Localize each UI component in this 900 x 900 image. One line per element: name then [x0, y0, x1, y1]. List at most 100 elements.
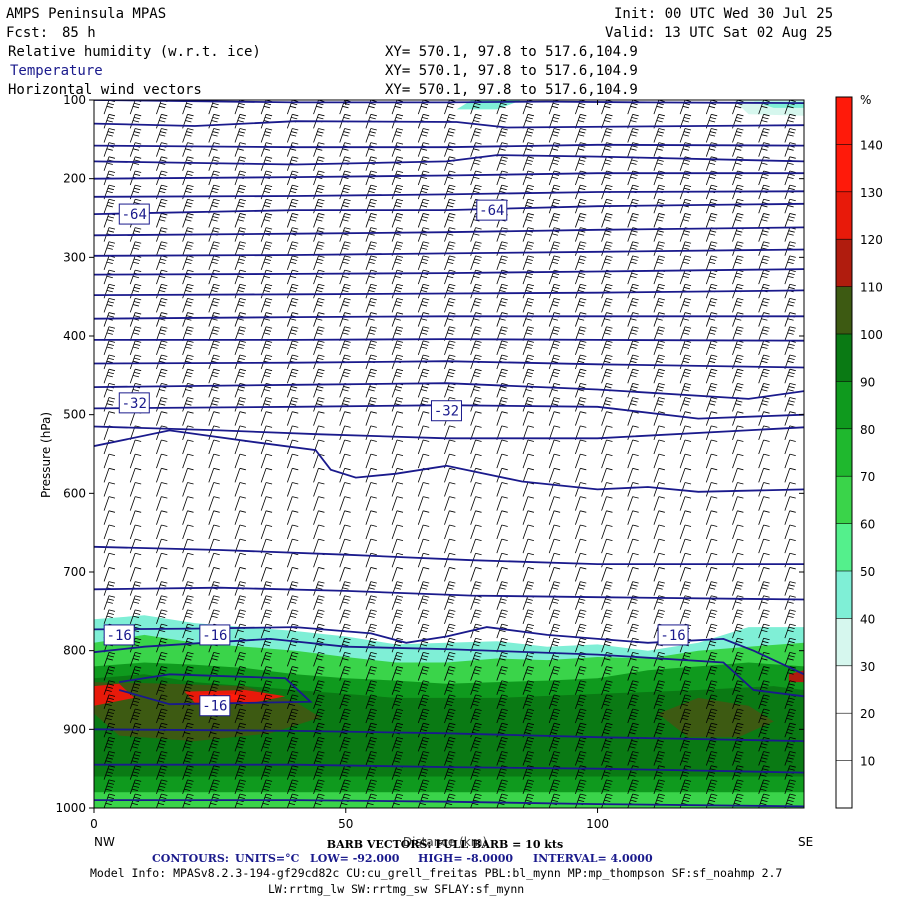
wind-barb-480	[653, 326, 665, 341]
wind-barb-281	[391, 227, 404, 242]
wind-barb-90	[339, 128, 351, 143]
wind-barb-703	[129, 453, 142, 469]
wind-barb-202	[444, 184, 456, 200]
wind-barb-240	[732, 198, 744, 214]
wind-barb-970	[758, 581, 770, 596]
wind-barb-489	[182, 340, 194, 356]
wind-barb-1071	[575, 637, 587, 653]
wind-barb-1248	[260, 736, 273, 752]
colorbar-band-12	[836, 191, 852, 240]
wind-barb-387	[339, 283, 351, 299]
wind-barb-223	[286, 198, 299, 214]
wind-barb-1349	[784, 779, 796, 794]
wind-barb-894	[182, 552, 194, 568]
wind-barb-28	[129, 100, 142, 115]
wind-barb-302	[234, 241, 246, 256]
wind-barb-344	[627, 255, 639, 271]
wind-barb-1189	[129, 708, 142, 724]
wind-barb-449	[548, 312, 561, 327]
wind-barb-373	[679, 269, 692, 285]
wind-barb-229	[444, 198, 456, 214]
wind-barb-117	[339, 142, 351, 157]
wind-barb-360	[339, 269, 351, 285]
wind-barb-619	[758, 397, 770, 412]
wind-barb-1299	[182, 765, 194, 780]
wind-barb-534	[653, 354, 665, 370]
wind-barb-735	[260, 467, 273, 483]
y-tick-500: 500	[63, 408, 86, 422]
field-label-rh: Relative humidity (w.r.t. ice)	[8, 44, 261, 60]
wind-barb-974	[156, 595, 168, 610]
wind-barb-1083	[182, 652, 194, 667]
wind-barb-147	[417, 156, 430, 171]
wind-barb-643	[679, 411, 692, 426]
wind-barb-407	[156, 298, 168, 313]
wind-barb-1346	[705, 779, 718, 794]
wind-barb-686	[391, 439, 404, 455]
wind-barb-853	[522, 524, 535, 540]
wind-barb-108	[103, 142, 116, 157]
wind-barb-552	[417, 368, 430, 384]
wind-barb-755	[784, 467, 796, 483]
wind-barb-96	[496, 128, 508, 143]
wind-barb-785	[156, 496, 168, 511]
wind-barb-939	[653, 567, 665, 582]
wind-barb-297	[103, 241, 116, 256]
wind-barb-1196	[313, 708, 325, 724]
wind-barb-579	[417, 382, 430, 398]
wind-barb-787	[208, 496, 220, 511]
wind-barb-1326	[182, 779, 194, 794]
wind-barb-151	[522, 156, 535, 171]
wind-barb-629	[313, 411, 325, 426]
wind-barb-1270	[129, 751, 142, 766]
wind-barb-1183	[679, 694, 692, 710]
wind-barb-799	[522, 496, 535, 511]
wind-barb-766	[365, 482, 377, 497]
wind-barb-770	[470, 482, 482, 497]
wind-barb-440	[313, 312, 325, 327]
wind-barb-656	[313, 425, 325, 440]
wind-barb-861	[732, 524, 744, 540]
wind-barb-1128	[653, 666, 665, 681]
wind-barb-754	[758, 467, 770, 483]
wind-barb-1205	[548, 708, 561, 724]
wind-barb-1130	[705, 666, 718, 681]
wind-barb-1089	[339, 652, 351, 667]
wind-barb-198	[339, 184, 351, 200]
wind-barb-958	[444, 581, 456, 596]
wind-barb-1018	[601, 609, 613, 625]
wind-barb-1197	[339, 708, 351, 724]
wind-barb-1104	[732, 652, 744, 667]
wind-barb-609	[496, 397, 508, 412]
wind-barb-1006	[286, 609, 299, 625]
field-xy-wind: XY= 570.1, 97.8 to 517.6,104.9	[385, 82, 638, 98]
wind-barb-118	[365, 142, 377, 157]
wind-barb-1345	[679, 779, 692, 794]
wind-barb-461	[156, 326, 168, 341]
wind-barb-1004	[234, 609, 246, 625]
colorbar-band-5	[836, 523, 852, 571]
wind-barb-726	[732, 453, 744, 469]
wind-barb-637	[522, 411, 535, 426]
wind-barb-1365	[496, 793, 508, 808]
wind-barb-467	[313, 326, 325, 341]
wind-barb-25	[758, 100, 760, 101]
wind-barb-631	[365, 411, 377, 426]
wind-barb-1199	[391, 708, 404, 724]
wind-barb-797	[470, 496, 482, 511]
contour-label-5: -16	[199, 624, 231, 646]
wind-barb-381	[182, 283, 194, 299]
wind-barb-1140	[260, 680, 273, 695]
wind-barb-1281	[417, 751, 430, 766]
wind-barb-24	[732, 100, 733, 101]
wind-barb-379	[129, 283, 142, 299]
wind-barb-725	[705, 453, 718, 469]
wind-barb-337	[444, 255, 456, 271]
wind-barb-678	[182, 439, 194, 455]
wind-barb-85	[208, 128, 220, 143]
wind-barb-935	[548, 567, 561, 582]
wind-barb-482	[705, 326, 718, 341]
wind-barb-612	[575, 397, 587, 412]
wind-barb-1017	[575, 609, 587, 625]
wind-barb-732	[182, 467, 194, 483]
